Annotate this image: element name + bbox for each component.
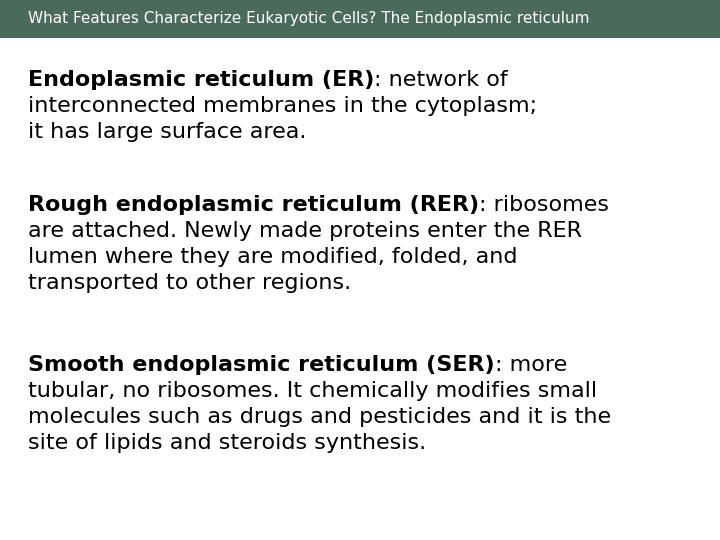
- Text: interconnected membranes in the cytoplasm;: interconnected membranes in the cytoplas…: [28, 96, 537, 116]
- Text: What Features Characterize Eukaryotic Cells? The Endoplasmic reticulum: What Features Characterize Eukaryotic Ce…: [28, 11, 590, 26]
- Text: transported to other regions.: transported to other regions.: [28, 273, 351, 293]
- Text: Endoplasmic reticulum (ER): Endoplasmic reticulum (ER): [28, 70, 374, 90]
- Text: site of lipids and steroids synthesis.: site of lipids and steroids synthesis.: [28, 433, 426, 453]
- Text: it has large surface area.: it has large surface area.: [28, 122, 307, 142]
- Bar: [0, 0, 720, 38]
- Text: are attached. Newly made proteins enter the RER: are attached. Newly made proteins enter …: [28, 221, 582, 241]
- Text: Rough endoplasmic reticulum (RER): Rough endoplasmic reticulum (RER): [28, 195, 479, 215]
- Text: Smooth endoplasmic reticulum (SER): Smooth endoplasmic reticulum (SER): [28, 355, 495, 375]
- Text: : network of: : network of: [374, 70, 508, 90]
- Text: : ribosomes: : ribosomes: [479, 195, 609, 215]
- Text: : more: : more: [495, 355, 567, 375]
- Text: molecules such as drugs and pesticides and it is the: molecules such as drugs and pesticides a…: [28, 407, 611, 427]
- Text: lumen where they are modified, folded, and: lumen where they are modified, folded, a…: [28, 247, 518, 267]
- Text: tubular, no ribosomes. It chemically modifies small: tubular, no ribosomes. It chemically mod…: [28, 381, 597, 401]
